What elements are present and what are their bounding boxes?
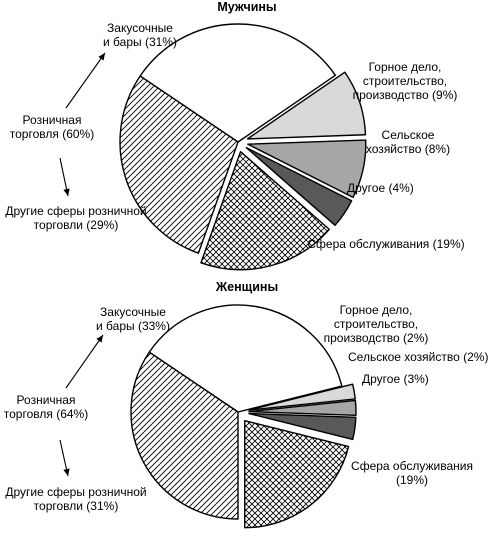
slice-label-line: и бары (31%) xyxy=(103,35,177,49)
pie-slice xyxy=(248,383,356,411)
pie-slice xyxy=(200,150,331,271)
pie-slice xyxy=(245,146,353,227)
slice-label-line: строительство, xyxy=(363,74,447,88)
pie-slice xyxy=(244,419,350,529)
pie-slice xyxy=(119,75,239,254)
group-label-line: Розничная xyxy=(23,113,82,127)
slice-label: Сфера обслуживания (19%) xyxy=(307,237,464,251)
slice-label-line: Другое (3%) xyxy=(362,372,429,386)
arrow-down-icon xyxy=(59,439,70,477)
pie-slice xyxy=(248,399,357,417)
slice-label-line: строительство, xyxy=(334,317,418,331)
group-label: Розничная торговля (60%) xyxy=(10,113,94,141)
arrow-down-icon xyxy=(59,157,70,197)
pie-slice xyxy=(139,23,337,143)
pie-slice xyxy=(148,304,343,413)
slice-label: Сфера обслуживания (19%) xyxy=(351,459,473,487)
slice-label-line: Закусочные xyxy=(107,21,173,35)
slice-label-line: Горное дело, xyxy=(369,60,442,74)
group-label-line: торговля (60%) xyxy=(10,127,94,141)
slice-label: Другие сферы розничной торговли (29%) xyxy=(5,204,146,232)
chart-title: Мужчины xyxy=(217,0,276,14)
slice-label-line: производство (2%) xyxy=(324,331,429,345)
slice-label-line: Закусочные xyxy=(100,305,166,319)
slice-label-line: торговли (31%) xyxy=(34,499,119,513)
slice-label-line: торговли (29%) xyxy=(34,218,119,232)
slice-label: Другие сферы розничной торговли (31%) xyxy=(5,485,146,513)
slice-label: Горное дело, строительство, производство (… xyxy=(353,60,458,102)
slice-label-line: производство (9%) xyxy=(353,88,458,102)
pie-slice xyxy=(247,139,367,199)
group-label: Розничная торговля (64%) xyxy=(4,393,88,421)
slice-label-line: Горное дело, xyxy=(340,303,413,317)
slice-label-line: Сельское хозяйство (2%) xyxy=(348,350,488,364)
slice-label-line: (19%) xyxy=(396,473,428,487)
group-label-line: торговля (64%) xyxy=(4,407,88,421)
slice-label: Горное дело, строительство, производство (… xyxy=(324,303,429,345)
slice-label-line: Сфера обслуживания xyxy=(351,459,473,473)
slice-label-line: Другое (4%) xyxy=(347,181,414,195)
slice-label: Закусочные и бары (33%) xyxy=(96,305,170,333)
slice-label: Сельское хозяйство (2%) xyxy=(348,350,488,364)
arrow-up-icon xyxy=(65,52,106,109)
slice-label: Другое (3%) xyxy=(362,372,429,386)
slice-label-line: Другие сферы розничной xyxy=(5,204,146,218)
pie-slice xyxy=(248,412,357,441)
arrow-up-icon xyxy=(65,334,104,389)
slice-label: Другое (4%) xyxy=(347,181,414,195)
pie-slice xyxy=(130,351,239,520)
slice-label: Сельское хозяйство (8%) xyxy=(366,128,450,156)
pie-slice xyxy=(246,71,367,140)
slice-label: Закусочные и бары (31%) xyxy=(103,21,177,49)
slice-label-line: Другие сферы розничной xyxy=(5,485,146,499)
slice-label-line: хозяйство (8%) xyxy=(366,142,450,156)
slice-label-line: и бары (33%) xyxy=(96,319,170,333)
chart-title: Женщины xyxy=(215,280,278,294)
slice-label-line: Сфера обслуживания (19%) xyxy=(307,237,464,251)
slice-label-line: Сельское xyxy=(382,128,435,142)
group-label-line: Розничная xyxy=(17,393,76,407)
